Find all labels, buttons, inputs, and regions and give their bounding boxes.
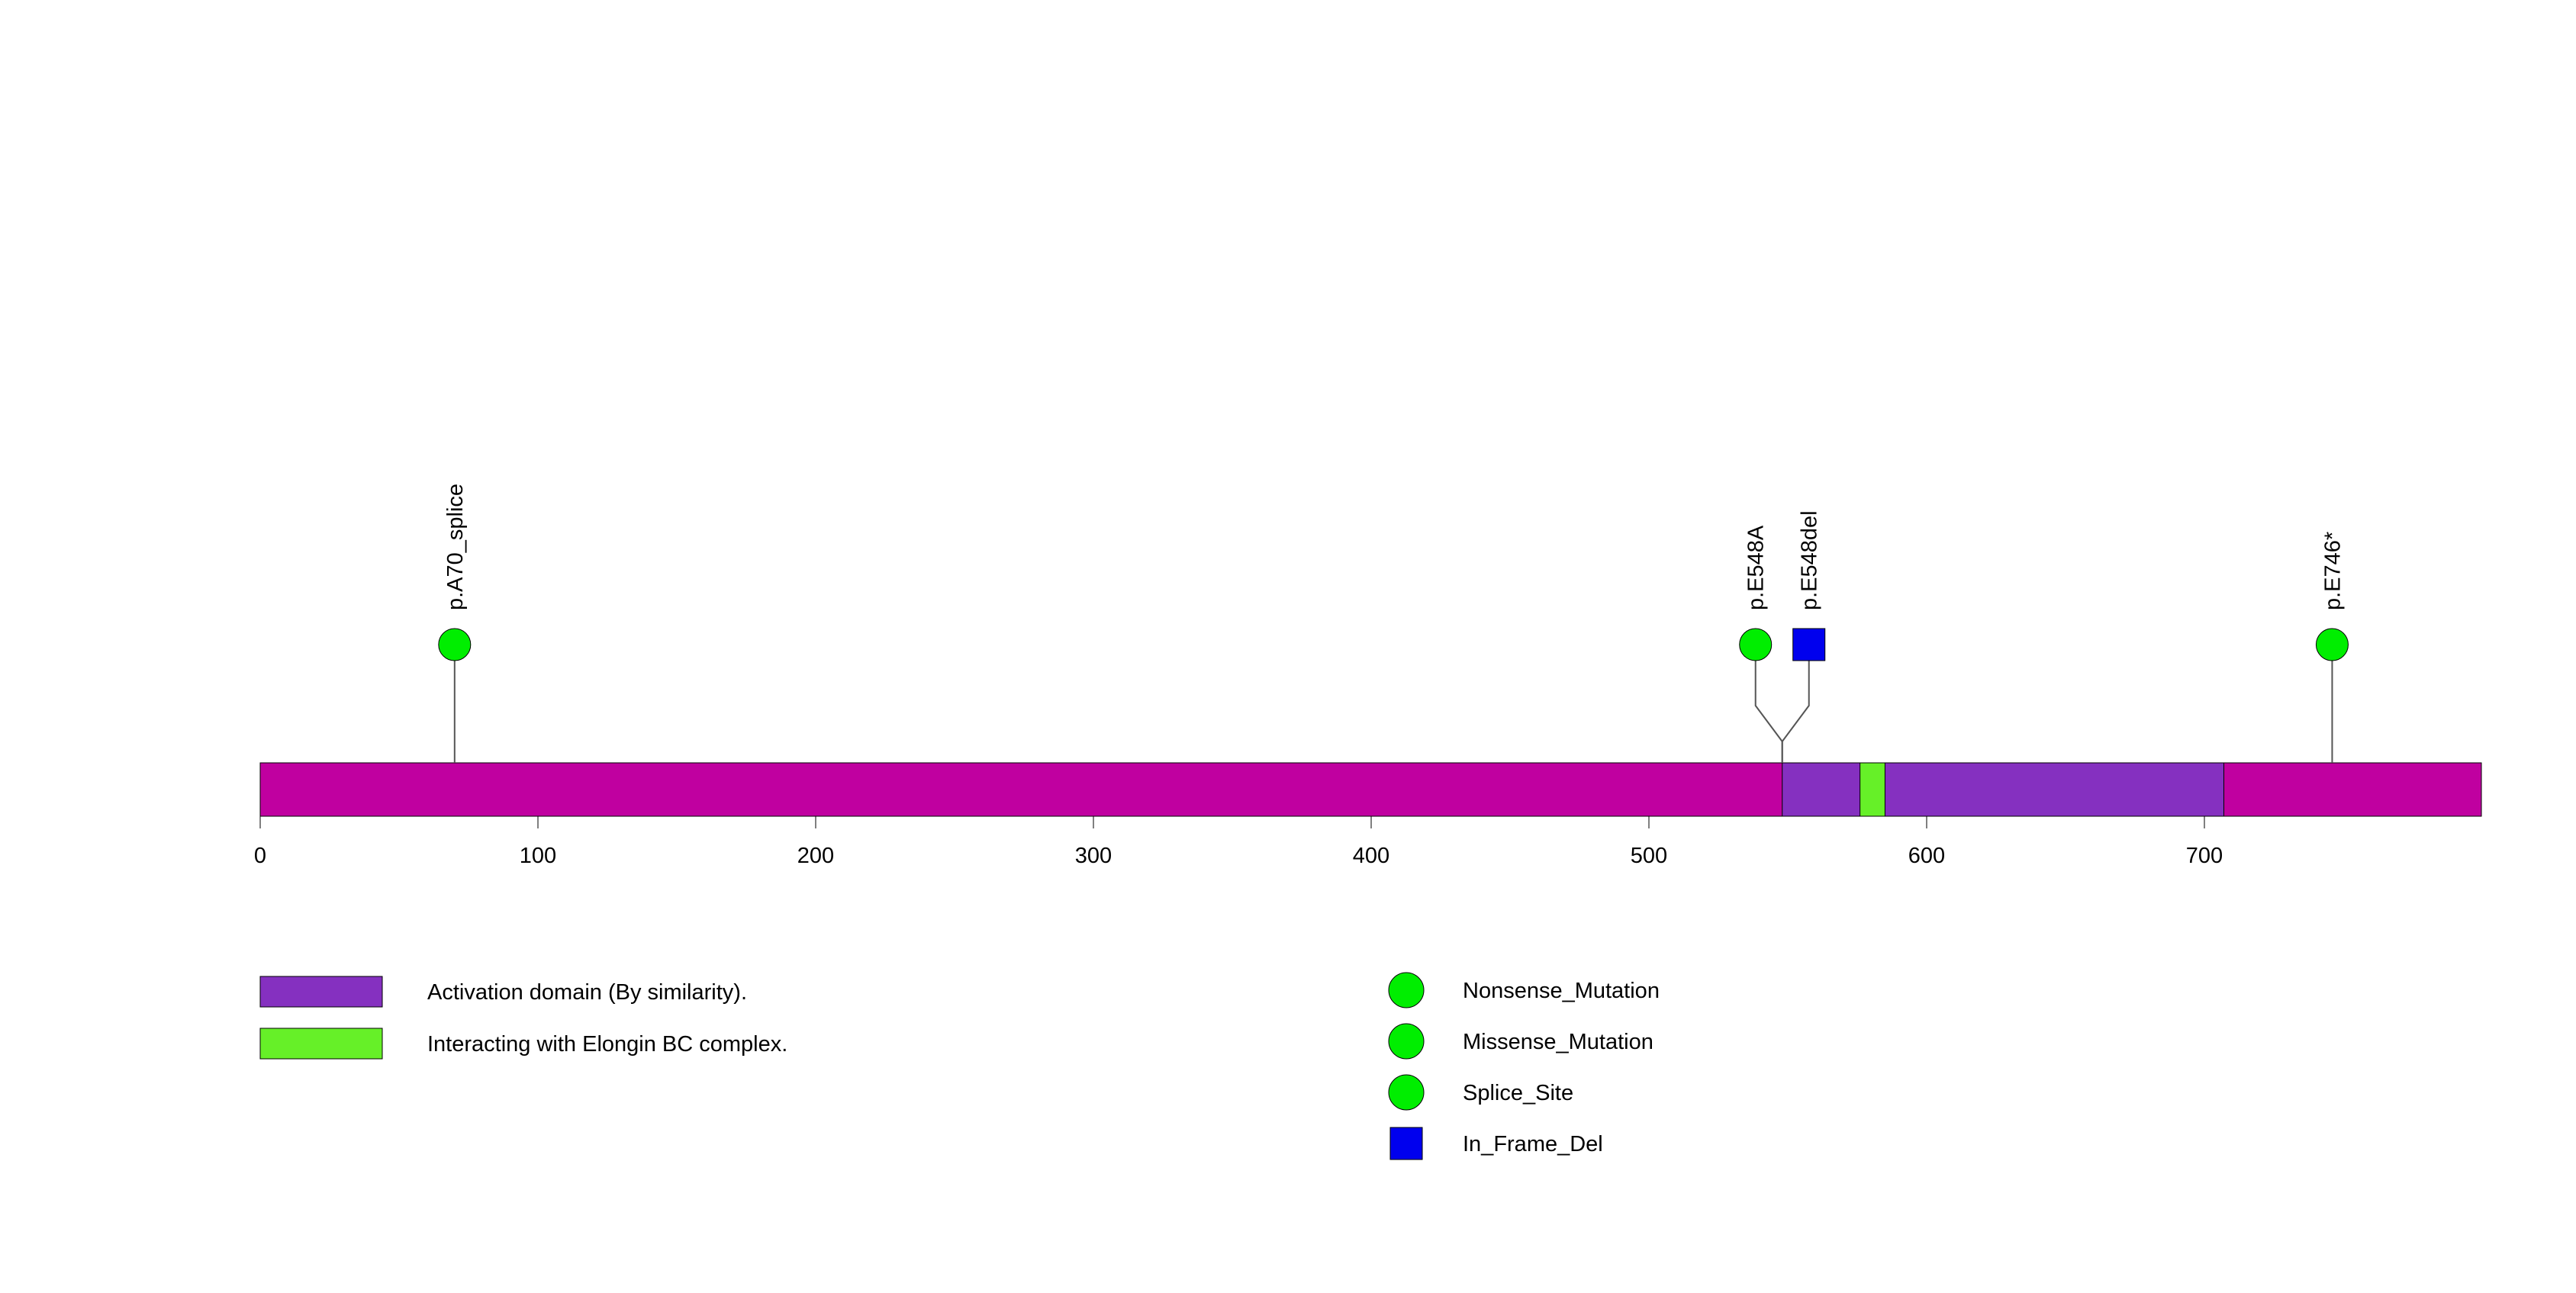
legend-domain-label: Activation domain (By similarity). (427, 980, 747, 1005)
mutation-marker (438, 628, 472, 661)
mutation-label: p.E548A (1744, 525, 1769, 610)
mutation-label: p.E548del (1798, 510, 1822, 610)
legend-mutation-label: In_Frame_Del (1463, 1132, 1603, 1156)
axis-tick-label: 0 (254, 844, 266, 868)
axis-tick-label: 200 (797, 844, 834, 868)
axis-tick-label: 600 (1908, 844, 1945, 868)
lollipop-stem (1781, 661, 1810, 763)
legend-circle-icon (1388, 1074, 1425, 1111)
mutation-marker (1739, 628, 1773, 661)
lollipop-stem (1754, 661, 1783, 763)
legend-mutation-label: Missense_Mutation (1463, 1030, 1653, 1054)
legend-domain-swatch (259, 976, 383, 1008)
legend-circle-icon (1388, 1023, 1425, 1060)
legend-circle-icon (1388, 972, 1425, 1008)
legend-mutation-label: Splice_Site (1463, 1081, 1573, 1105)
protein-domain (1860, 762, 1885, 817)
in-frame-del-marker (1792, 628, 1826, 661)
axis-tick-label: 500 (1631, 844, 1667, 868)
axis-tick-label: 100 (520, 844, 556, 868)
mutation-label: p.A70_splice (443, 484, 468, 610)
axis-tick-label: 300 (1075, 844, 1112, 868)
protein-domain (1782, 762, 2224, 817)
axis-tick-label: 700 (2186, 844, 2223, 868)
legend-domain-label: Interacting with Elongin BC complex. (427, 1032, 787, 1057)
legend-square-icon (1389, 1127, 1423, 1160)
axis-tick-label: 400 (1353, 844, 1389, 868)
legend-mutation-label: Nonsense_Mutation (1463, 979, 1660, 1003)
mutation-label: p.E746* (2320, 532, 2345, 610)
mutation-marker (2315, 628, 2349, 661)
legend-domain-swatch (259, 1028, 383, 1060)
